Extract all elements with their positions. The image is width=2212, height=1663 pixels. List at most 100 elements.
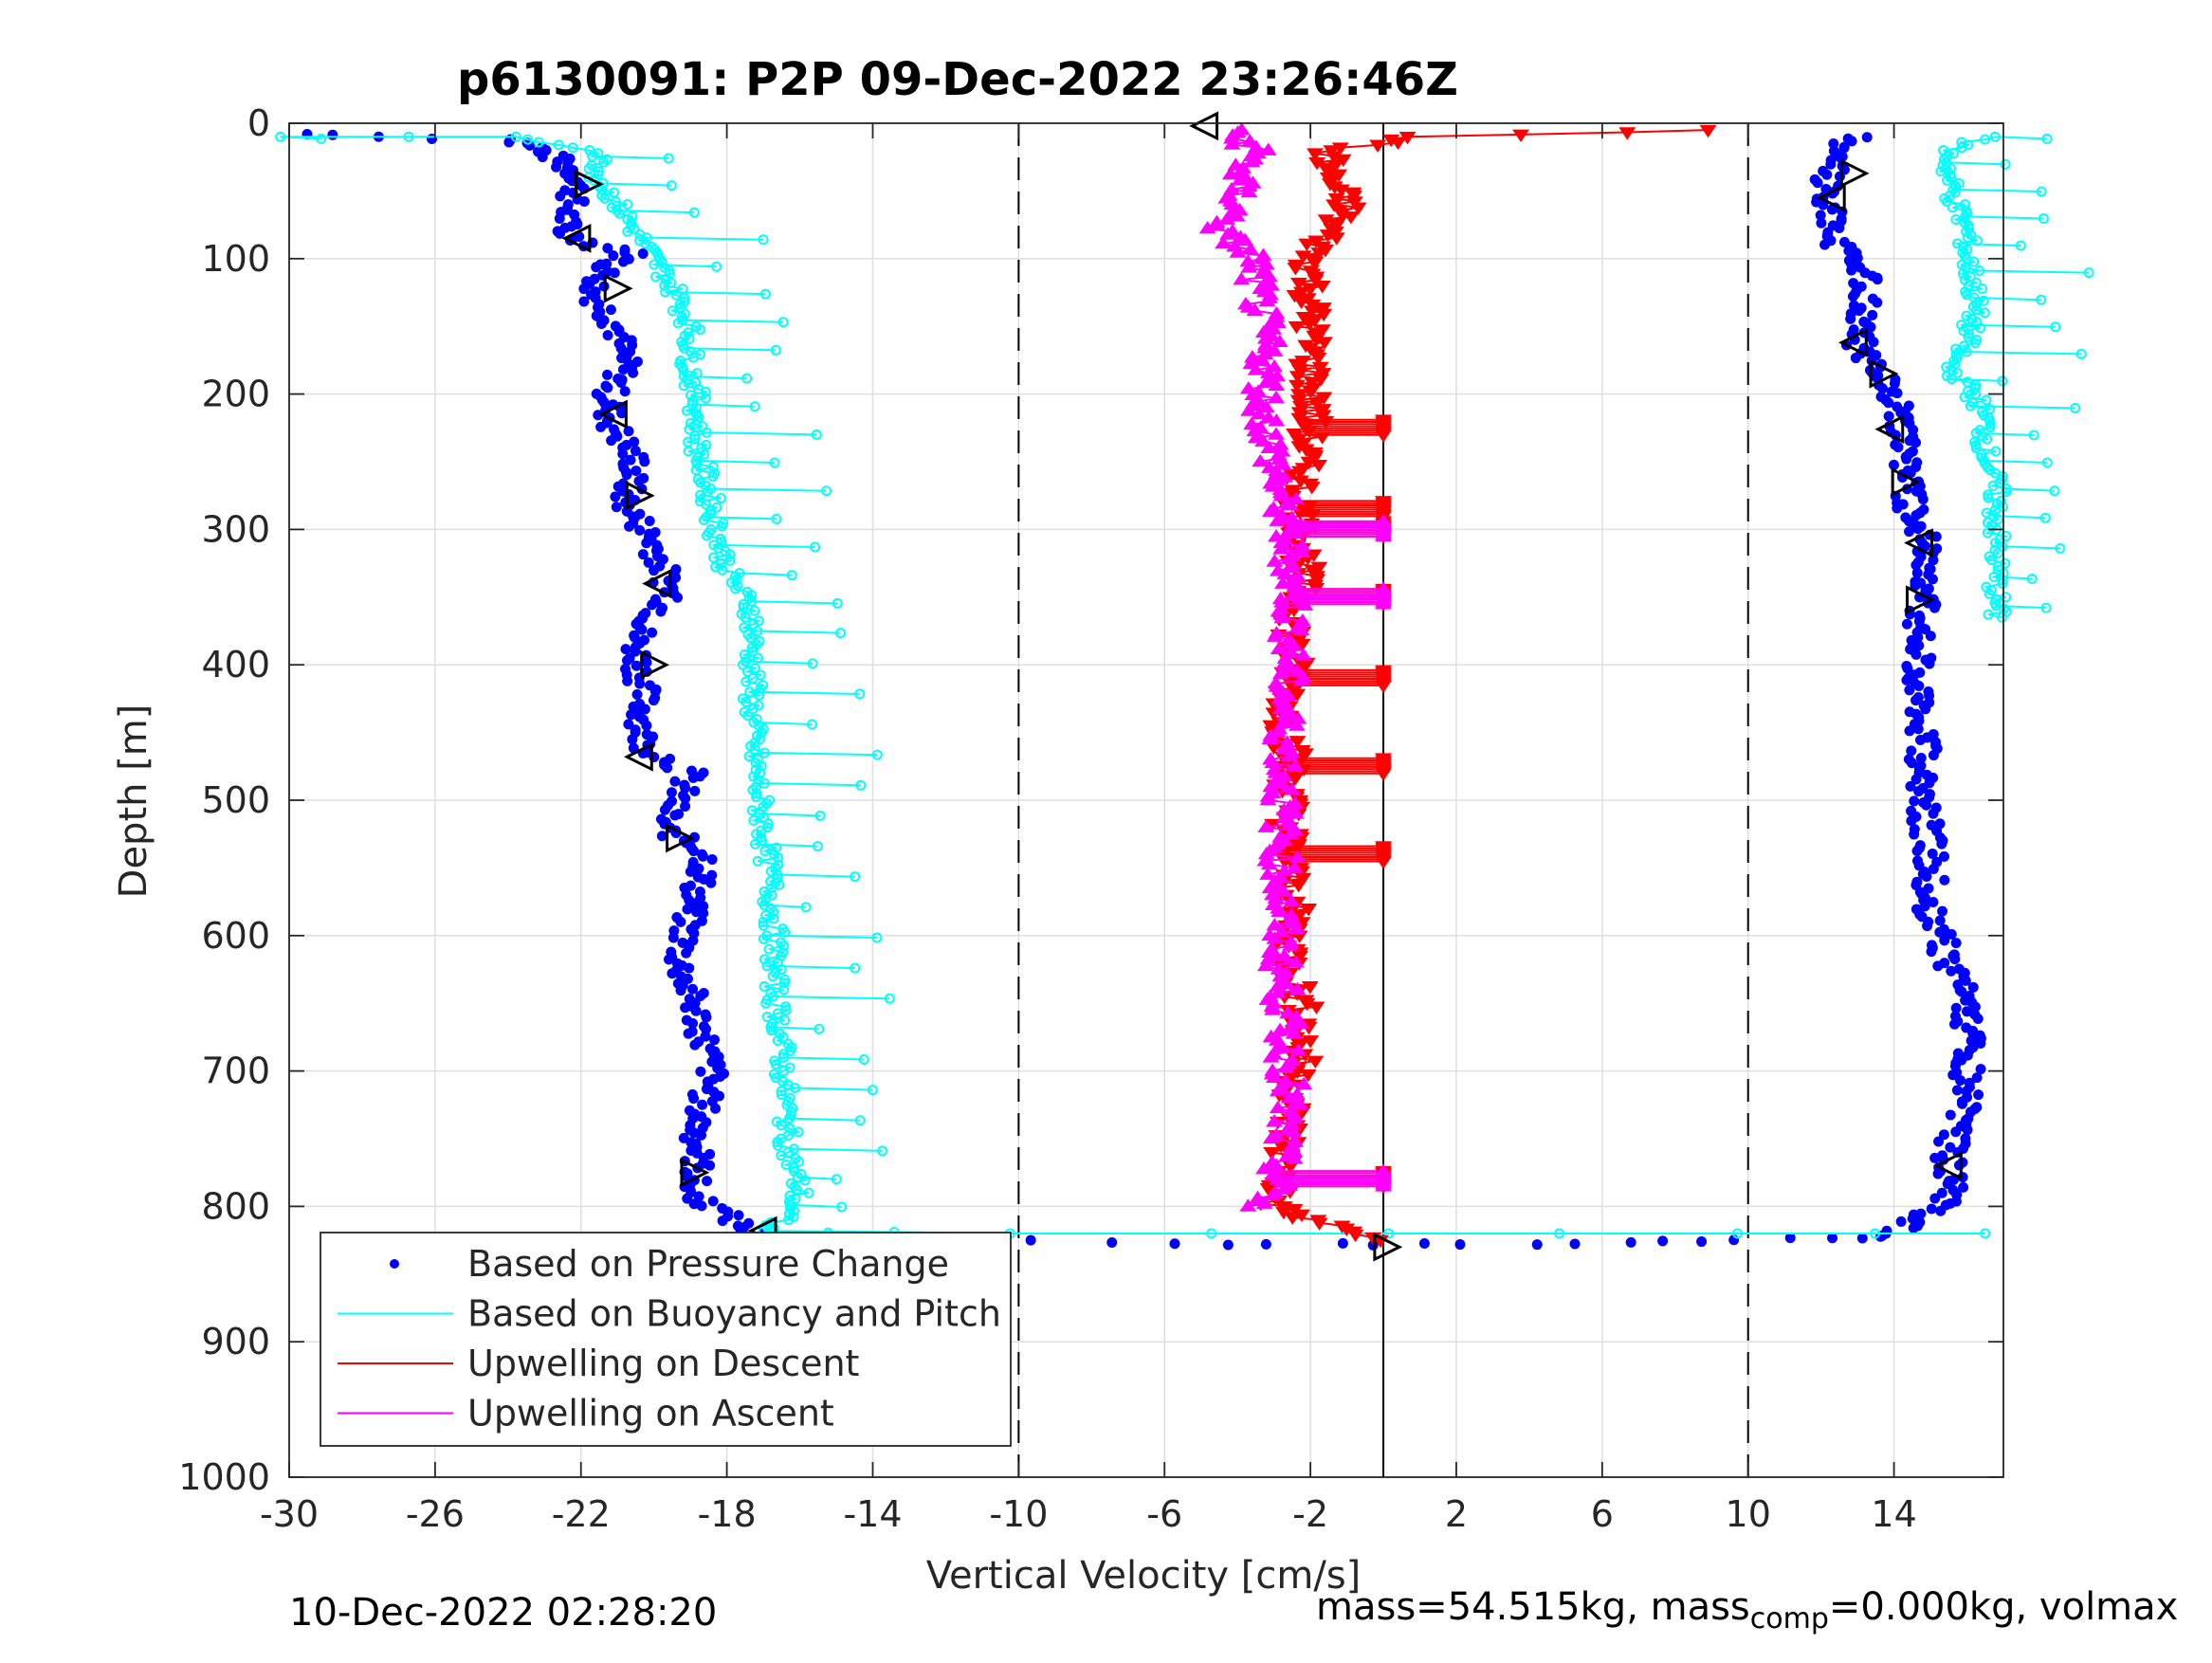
legend-box bbox=[320, 1232, 1012, 1447]
y-tick-label: 900 bbox=[201, 1321, 270, 1362]
legend: Based on Pressure Change Based on Buoyanc… bbox=[320, 1232, 1012, 1447]
data-point bbox=[1906, 805, 1917, 816]
data-point bbox=[1904, 706, 1915, 718]
data-point bbox=[1923, 883, 1934, 894]
data-point bbox=[1949, 187, 1961, 198]
data-point bbox=[1266, 343, 1284, 356]
data-point bbox=[678, 380, 689, 392]
data-point bbox=[1255, 1196, 1273, 1209]
data-point bbox=[1240, 184, 1258, 198]
spike-line bbox=[1957, 242, 2021, 247]
data-point bbox=[1299, 1069, 1317, 1083]
data-point bbox=[1926, 1203, 1937, 1215]
data-point bbox=[1935, 166, 1947, 177]
spike-line bbox=[695, 459, 776, 465]
data-point bbox=[659, 280, 670, 291]
data-point bbox=[1946, 928, 1957, 940]
data-point bbox=[1950, 1002, 1962, 1014]
spike-line bbox=[755, 843, 818, 848]
data-point bbox=[1827, 220, 1838, 231]
spike-line bbox=[713, 543, 815, 549]
data-point bbox=[1252, 453, 1270, 467]
data-point bbox=[1977, 283, 1988, 295]
data-point bbox=[1266, 1069, 1283, 1084]
data-point bbox=[684, 424, 695, 435]
data-point bbox=[1268, 390, 1285, 404]
y-axis-label: Depth [m] bbox=[112, 704, 155, 899]
data-point bbox=[686, 390, 697, 401]
x-tick-label: 14 bbox=[1871, 1493, 1916, 1535]
data-point bbox=[1292, 1015, 1309, 1029]
data-point bbox=[1268, 377, 1286, 392]
data-point bbox=[779, 974, 791, 985]
data-point bbox=[639, 456, 650, 467]
data-point bbox=[749, 743, 760, 755]
data-point bbox=[1369, 139, 1387, 153]
data-point bbox=[1206, 1228, 1217, 1239]
data-point bbox=[1983, 492, 1994, 503]
data-point bbox=[877, 1145, 888, 1157]
data-point bbox=[1272, 541, 1290, 555]
data-point bbox=[1284, 1124, 1302, 1138]
data-point bbox=[748, 814, 759, 826]
data-point bbox=[1246, 302, 1264, 317]
spike-line bbox=[759, 813, 821, 817]
data-point bbox=[2001, 486, 2012, 498]
data-point bbox=[786, 570, 797, 581]
data-point bbox=[1260, 440, 1278, 454]
data-point bbox=[1951, 367, 1963, 378]
data-point bbox=[1928, 896, 1939, 907]
data-point bbox=[1699, 124, 1717, 138]
data-point bbox=[1937, 905, 1948, 917]
data-point bbox=[1346, 1229, 1364, 1243]
data-point bbox=[1828, 137, 1839, 149]
data-point bbox=[327, 129, 338, 140]
spike-line bbox=[790, 1203, 842, 1208]
data-point bbox=[1271, 904, 1289, 918]
data-point bbox=[711, 261, 722, 272]
spike-line bbox=[783, 1056, 865, 1061]
data-point bbox=[1310, 1217, 1328, 1231]
data-point bbox=[715, 558, 726, 570]
spike-line bbox=[706, 516, 777, 521]
y-tick-label: 1000 bbox=[178, 1456, 270, 1498]
data-point bbox=[1926, 819, 1937, 831]
x-tick-label: -18 bbox=[698, 1493, 757, 1535]
data-point bbox=[1263, 1146, 1281, 1160]
spike-line bbox=[603, 182, 672, 187]
data-point bbox=[1261, 731, 1279, 745]
data-point bbox=[1239, 1198, 1257, 1212]
data-point bbox=[1911, 567, 1923, 578]
data-point bbox=[1867, 309, 1878, 320]
data-point bbox=[1915, 760, 1927, 772]
data-point bbox=[641, 657, 652, 668]
data-point bbox=[1888, 459, 1899, 470]
data-point bbox=[2040, 602, 2052, 613]
data-point bbox=[631, 689, 643, 701]
data-point bbox=[1264, 1002, 1282, 1015]
spike-line bbox=[795, 1087, 873, 1091]
data-point bbox=[1313, 281, 1331, 294]
x-tick-label: -14 bbox=[843, 1493, 902, 1535]
data-point bbox=[1930, 802, 1942, 813]
data-point bbox=[1982, 527, 1993, 539]
data-point bbox=[730, 583, 741, 594]
data-point bbox=[1454, 1239, 1466, 1251]
data-point bbox=[1219, 227, 1236, 240]
data-point bbox=[761, 1011, 773, 1022]
data-point bbox=[1927, 848, 1938, 859]
data-point bbox=[1971, 1102, 1983, 1113]
data-point bbox=[1280, 748, 1298, 761]
orientation-marker bbox=[1373, 1232, 1403, 1262]
data-point bbox=[759, 846, 771, 857]
data-point bbox=[1198, 220, 1216, 234]
data-point bbox=[701, 530, 712, 541]
data-point bbox=[1223, 137, 1241, 150]
data-point bbox=[1274, 884, 1292, 897]
data-point bbox=[742, 666, 754, 677]
data-point bbox=[1939, 958, 1950, 969]
data-point bbox=[1383, 1228, 1395, 1239]
data-point bbox=[684, 962, 695, 974]
orientation-marker bbox=[1189, 111, 1219, 141]
data-point bbox=[705, 877, 717, 888]
